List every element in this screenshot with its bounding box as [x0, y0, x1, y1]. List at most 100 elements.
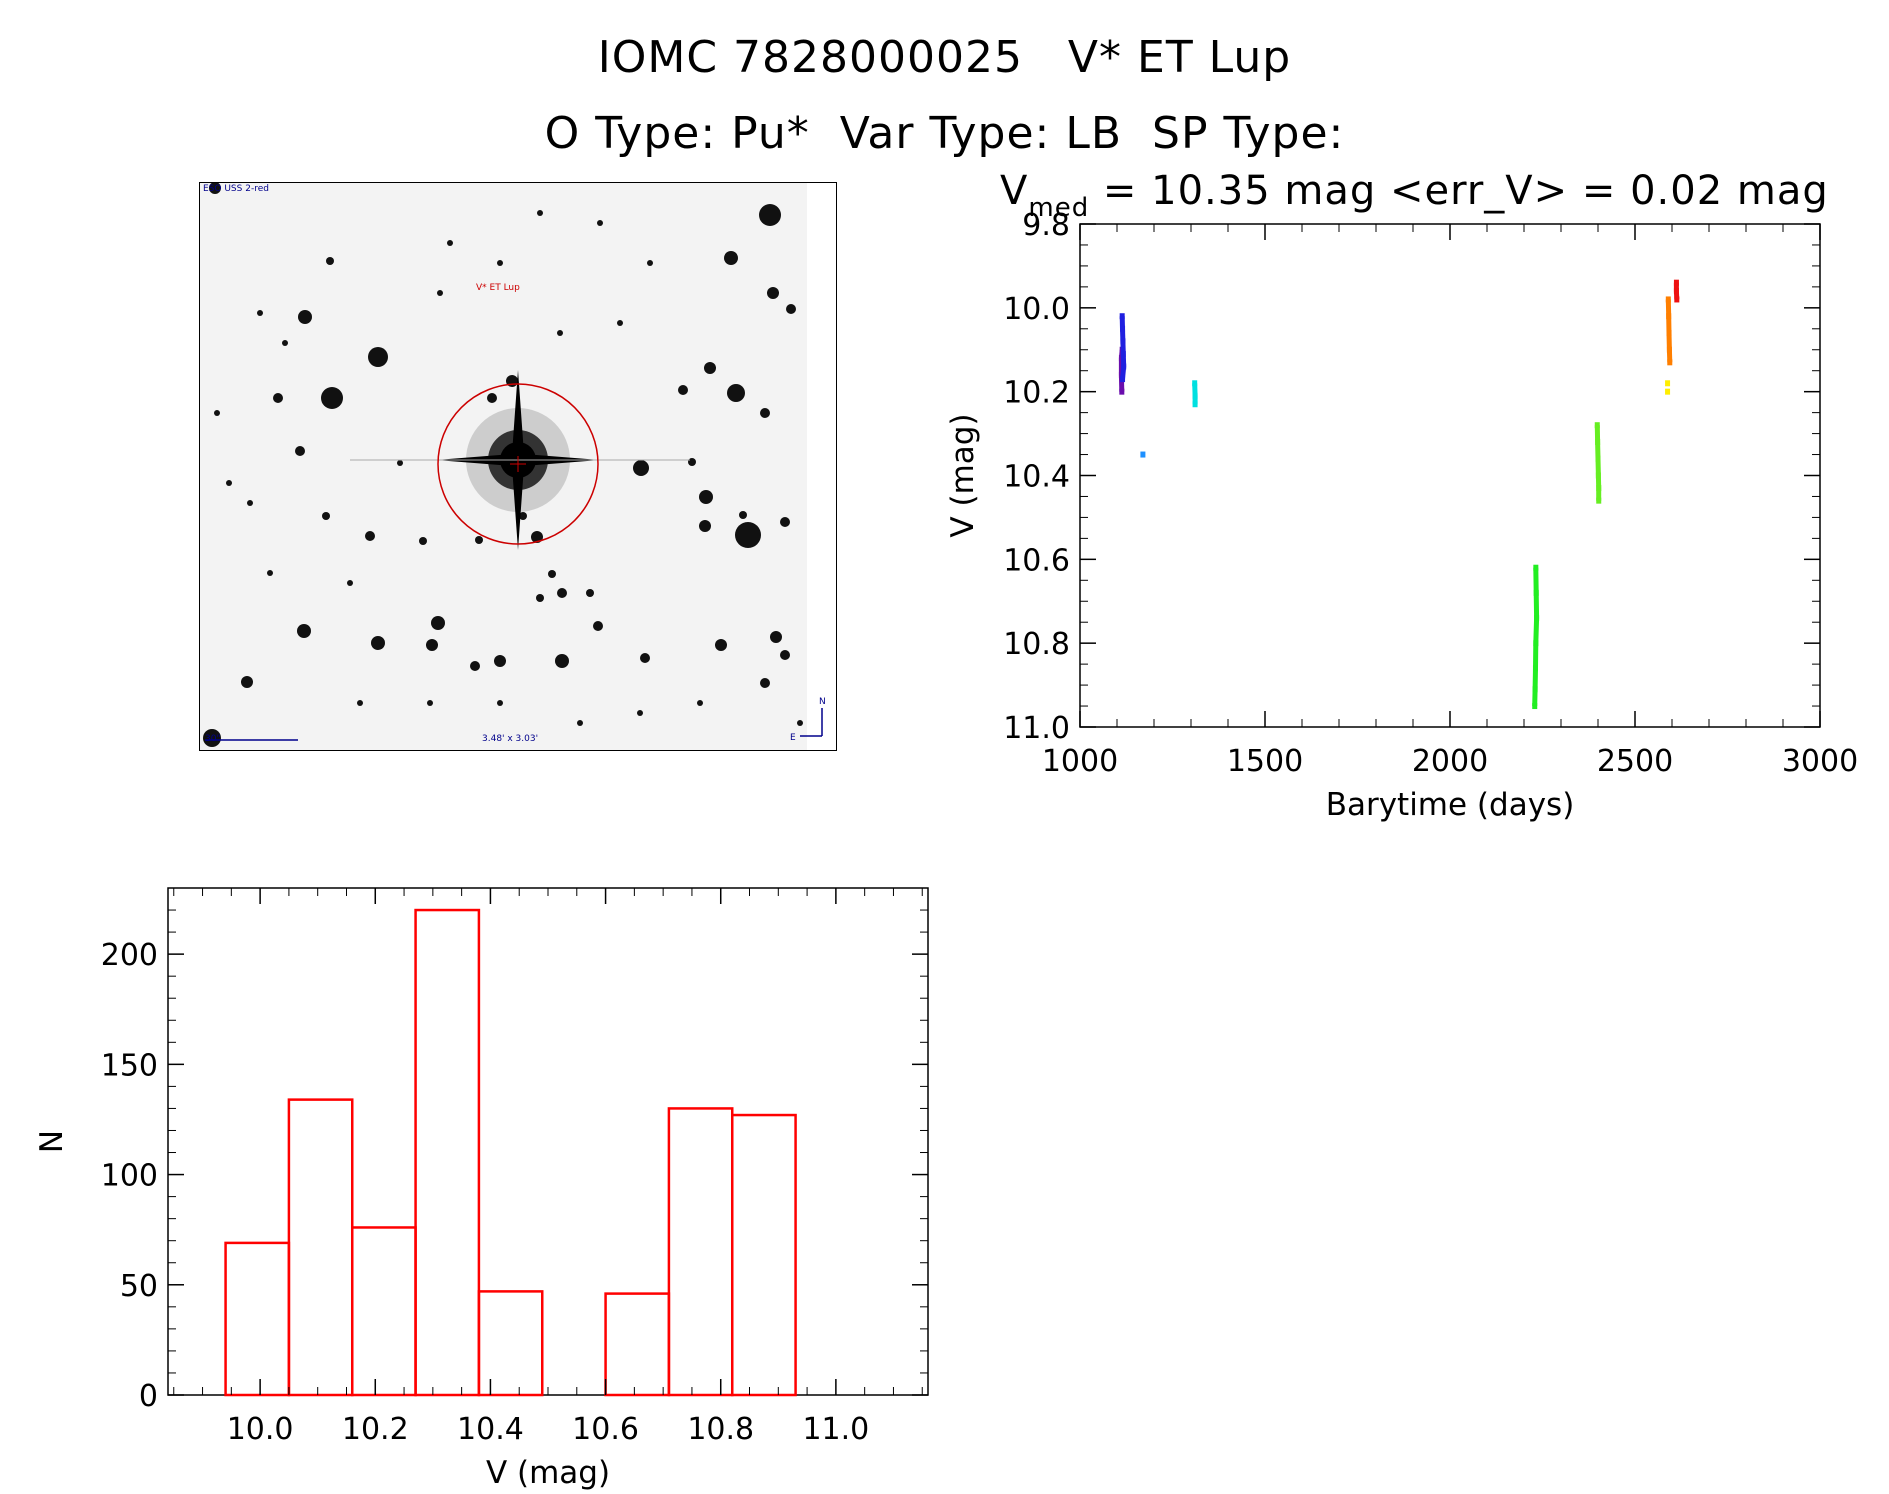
lc-point-4-6	[1532, 703, 1538, 710]
finder-star-74	[537, 210, 543, 216]
finder-star-31	[371, 636, 385, 650]
stats-prefix: V	[1000, 168, 1029, 214]
finder-star-13	[487, 393, 497, 403]
finder-star-29	[531, 531, 543, 543]
finder-star-61	[357, 700, 363, 706]
hist-xtick-label-3: 10.6	[572, 1412, 639, 1447]
lc-point-cluster-5	[1594, 425, 1602, 501]
finder-star-17	[633, 460, 649, 476]
hist-ytick-label-3: 150	[101, 1048, 158, 1083]
finder-star-40	[770, 631, 782, 643]
finder-star-70	[214, 410, 220, 416]
finder-star-75	[209, 183, 221, 194]
finder-star-48	[557, 588, 567, 598]
finder-star-51	[282, 340, 288, 346]
finder-star-26	[419, 537, 427, 545]
finder-star-18	[699, 490, 713, 504]
finder-star-53	[497, 260, 503, 266]
lc-xlabel: Barytime (days)	[1326, 787, 1575, 823]
lc-ytick-label-1: 10.0	[1003, 292, 1070, 327]
finder-star-15	[760, 408, 770, 418]
finder-star-38	[640, 653, 650, 663]
finder-star-2	[767, 287, 779, 299]
hist-xtick-label-2: 10.4	[457, 1412, 524, 1447]
hist-bar-8	[730, 1113, 797, 1397]
hist-frame	[167, 887, 929, 1396]
finder-star-30	[297, 624, 311, 638]
finder-star-37	[593, 621, 603, 631]
lc-point-cluster-1	[1119, 316, 1127, 380]
finder-star-67	[797, 720, 803, 726]
lc-xtick-label-2: 2000	[1412, 744, 1488, 779]
finder-size-label: 3.48' x 3.03'	[482, 734, 539, 744]
finder-star-43	[760, 678, 770, 688]
finder-star-19	[699, 520, 711, 532]
finder-star-22	[780, 517, 790, 527]
hist-bar-2	[350, 1226, 417, 1397]
stats-values: = 10.35 mag <err_V> = 0.02 mag	[1089, 168, 1829, 214]
lc-ytick-label-4: 10.6	[1003, 543, 1070, 578]
hist-ytick-label-1: 50	[120, 1269, 158, 1304]
lc-xtick-label-0: 1000	[1042, 744, 1118, 779]
hist-bar-7	[667, 1107, 734, 1397]
finder-scale-label: 30"	[205, 734, 221, 744]
lc-point-cluster-4	[1532, 567, 1540, 707]
hist-bar-1	[287, 1098, 354, 1397]
finder-survey-label: ESO USS 2-red	[203, 184, 269, 194]
finder-star-52	[447, 240, 453, 246]
lc-point-2-0	[1140, 451, 1146, 458]
finder-star-8	[273, 393, 283, 403]
finder-star-56	[557, 330, 563, 336]
lc-point-8-0	[1673, 279, 1679, 286]
lc-ytick-label-6: 11.0	[1003, 711, 1070, 746]
lc-ytick-label-2: 10.2	[1003, 376, 1070, 411]
finder-star-58	[247, 500, 253, 506]
finder-star-23	[295, 446, 305, 456]
finder-star-27	[475, 536, 483, 544]
finder-edge-strip	[807, 183, 836, 750]
finder-star-54	[597, 220, 603, 226]
finder-star-5	[786, 304, 796, 314]
finder-star-47	[536, 594, 544, 602]
finder-star-20	[739, 511, 747, 519]
lc-ytick-label-3: 10.4	[1003, 460, 1070, 495]
finder-chart-image: ESO USS 2-red V* ET Lup 30" 3.48' x 3.03…	[199, 182, 837, 751]
finder-target-label: V* ET Lup	[476, 283, 520, 293]
lc-point-cluster-7	[1665, 299, 1673, 363]
hist-xtick-label-4: 10.8	[687, 1412, 754, 1447]
finder-star-28	[519, 512, 527, 520]
hist-ytick-label-2: 100	[101, 1159, 158, 1194]
finder-star-11	[321, 387, 343, 409]
lc-point-3-0	[1192, 380, 1198, 387]
lc-point-6-0	[1665, 380, 1671, 387]
finder-north-label: N	[819, 697, 826, 707]
finder-star-65	[637, 710, 643, 716]
lc-xtick-label-1: 1500	[1227, 744, 1303, 779]
finder-star-46	[548, 570, 556, 578]
hist-xlabel: V (mag)	[486, 1455, 610, 1491]
finder-star-57	[617, 320, 623, 326]
finder-star-73	[437, 290, 443, 296]
finder-star-55	[647, 260, 653, 266]
lc-ylabel: V (mag)	[945, 413, 981, 537]
finder-star-34	[494, 655, 506, 667]
light-curve-chart: 1000 1500 2000 2500 3000 9.8 10.0 10.2 10.4 10.6 1…	[945, 208, 1858, 823]
finder-star-10	[368, 347, 388, 367]
finder-star-66	[697, 700, 703, 706]
finder-star-45	[203, 729, 221, 747]
median-stats: Vmed = 10.35 mag <err_V> = 0.02 mag	[1000, 168, 1829, 223]
hist-xtick-label-0: 10.0	[227, 1412, 294, 1447]
lc-point-3-2	[1192, 401, 1198, 408]
finder-star-3	[704, 362, 716, 374]
hist-bar-3	[414, 908, 481, 1397]
hist-ytick-label-4: 200	[101, 938, 158, 973]
finder-star-63	[497, 700, 503, 706]
hist-ylabel: N	[34, 1130, 70, 1153]
finder-star-72	[397, 460, 403, 466]
finder-star-9	[298, 310, 312, 324]
finder-star-33	[426, 639, 438, 651]
lc-xtick-label-3: 2500	[1597, 744, 1673, 779]
finder-star-50	[257, 310, 263, 316]
finder-star-1	[724, 251, 738, 265]
hist-ytick-label-0: 0	[139, 1379, 158, 1414]
